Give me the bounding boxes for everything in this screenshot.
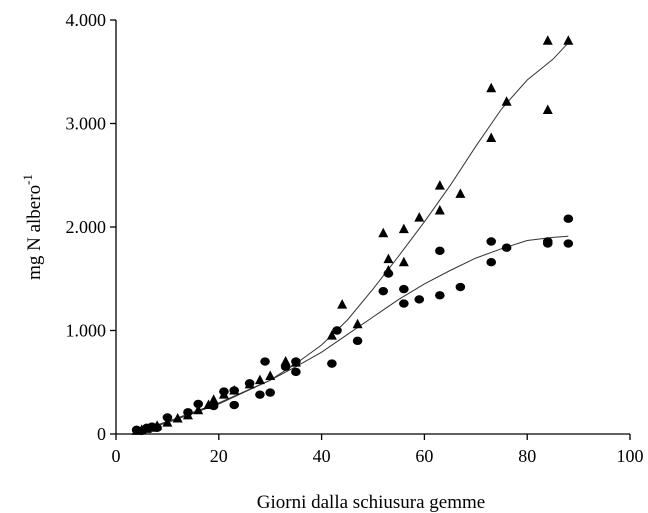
circle-point — [486, 257, 497, 267]
plot-axes — [115, 20, 630, 435]
triangle-point — [208, 394, 219, 404]
circle-point — [327, 359, 337, 368]
triangle-point — [326, 330, 337, 340]
y-axis-title-superscript: -1 — [20, 174, 35, 185]
circle-point — [255, 390, 265, 399]
triangle-point — [378, 227, 389, 238]
y-axis-title: mg N albero-1 — [20, 174, 45, 280]
triangle-point — [352, 318, 363, 329]
x-tick-label: 60 — [415, 446, 433, 466]
circle-point — [378, 286, 389, 296]
x-ticks: 0 20 40 60 80 100 — [112, 434, 644, 466]
triangle-point — [486, 132, 497, 142]
circle-point — [265, 388, 276, 397]
circle-point — [162, 413, 173, 422]
triangle-point — [254, 374, 265, 385]
triangle-point — [501, 96, 512, 106]
circle-point — [435, 246, 445, 256]
triangle-point — [434, 180, 445, 190]
triangle-point — [542, 35, 553, 45]
triangle-point — [383, 253, 394, 264]
x-tick-label: 0 — [112, 446, 121, 466]
circle-point — [229, 400, 240, 410]
circle-point — [260, 357, 270, 366]
triangle-fit-line — [136, 42, 569, 433]
circle-point — [280, 362, 291, 371]
circle-point — [291, 357, 301, 366]
circle-point — [383, 269, 394, 278]
triangle-point — [398, 256, 409, 267]
circle-point — [352, 336, 363, 346]
y-tick-label: 2.000 — [66, 217, 107, 237]
triangle-point — [434, 204, 445, 215]
triangle-point — [563, 35, 574, 45]
triangle-point — [265, 370, 276, 381]
triangle-point — [172, 412, 183, 423]
y-tick-label: 0 — [97, 424, 106, 444]
circle-point — [208, 401, 219, 411]
y-ticks: 0 1.000 2.000 3.000 4.000 — [66, 10, 116, 444]
y-tick-label: 3.000 — [66, 114, 107, 134]
x-tick-label: 20 — [210, 446, 228, 466]
circle-point — [193, 399, 204, 409]
circle-point — [435, 291, 445, 300]
circle-point — [332, 326, 342, 335]
x-tick-label: 40 — [313, 446, 331, 466]
circle-point — [399, 284, 409, 294]
circle-point — [291, 367, 301, 377]
circle-point — [563, 214, 574, 223]
x-axis-title: Giorni dalla schiusura gemme — [257, 492, 485, 513]
circle-point — [152, 423, 162, 432]
x-tick-label: 100 — [617, 446, 644, 466]
y-tick-label: 4.000 — [66, 10, 107, 30]
circle-point — [219, 387, 229, 396]
y-axis-title-main: mg N albero — [24, 185, 45, 280]
triangle-point — [162, 417, 173, 427]
triangle-point — [542, 104, 553, 115]
circle-point — [244, 379, 255, 388]
circle-point — [183, 408, 193, 417]
triangle-point — [337, 299, 348, 309]
circle-point — [229, 386, 240, 395]
triangle-point — [455, 188, 466, 198]
circle-point — [563, 239, 574, 248]
markers — [131, 35, 574, 436]
fit-lines — [136, 42, 569, 433]
circle-point — [542, 239, 553, 248]
circle-point — [501, 243, 512, 252]
circle-point — [399, 299, 409, 308]
triangle-point — [193, 404, 204, 415]
triangle-point — [414, 212, 425, 222]
circle-point — [455, 282, 466, 292]
y-tick-label: 1.000 — [66, 321, 107, 341]
circle-fit-line — [136, 235, 569, 432]
triangle-point — [486, 82, 497, 93]
circle-point — [486, 237, 497, 246]
x-tick-label: 80 — [518, 446, 536, 466]
triangle-point — [398, 223, 409, 234]
circle-point — [414, 295, 425, 304]
y-axis-title-group: mg N albero-1 — [20, 174, 45, 280]
